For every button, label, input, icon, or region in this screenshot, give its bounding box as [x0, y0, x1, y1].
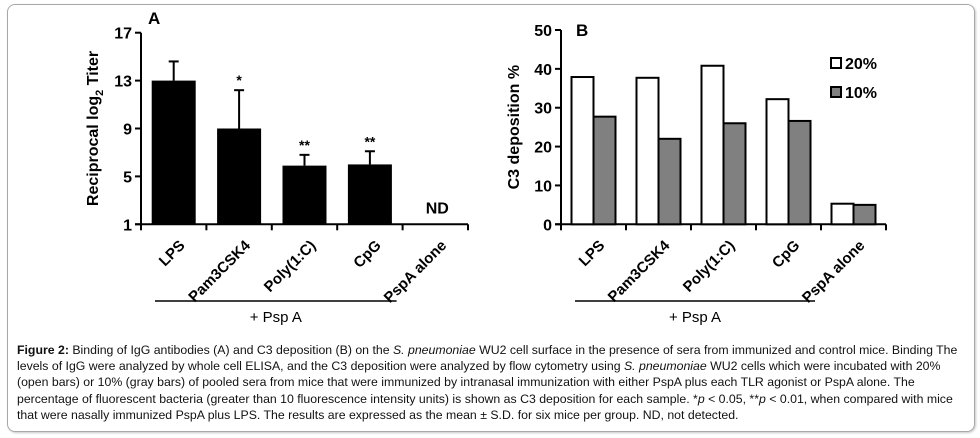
y-tick-label: 9 [123, 122, 132, 139]
y-tick-label: 13 [114, 74, 132, 91]
category-label: LPS [576, 237, 609, 270]
y-tick-label: 40 [534, 62, 552, 79]
caption-italic: S. pneumoniae [623, 359, 707, 374]
category-label: Pam3CSK4 [185, 237, 254, 306]
bar-lps [151, 80, 196, 225]
bar-lps-10pct [592, 115, 617, 226]
y-tick-label: 30 [534, 101, 552, 118]
group-bracket-label: + Psp A [250, 309, 302, 326]
category-label: Poly(1:C) [680, 237, 739, 296]
bar-poly-1-c--20pct [700, 64, 725, 226]
caption-italic: S. pneumoniae [392, 343, 476, 357]
category-label: LPS [156, 237, 189, 270]
y-axis-title-subscript: 2 [94, 90, 106, 96]
y-axis-title: Reciprocal log2 Titer [85, 51, 106, 206]
bar-lps-20pct [570, 76, 595, 226]
caption-segment: WU2 cell surface in the presence of sera… [17, 343, 958, 374]
group-bracket-label: + Psp A [669, 309, 721, 326]
legend-swatch-20pct [830, 57, 842, 69]
bar-pspa-alone-10pct [852, 203, 877, 226]
caption-italic: p [697, 391, 705, 406]
y-tick-label: 1 [123, 217, 132, 234]
y-tick-label: 10 [534, 178, 552, 195]
not-detected-label: ND [426, 200, 449, 217]
category-label: Pam3CSK4 [605, 237, 674, 306]
bar-pam3csk4 [217, 128, 262, 225]
caption-italic: p [759, 391, 766, 406]
bar-poly-1-c--10pct [722, 122, 747, 226]
bar-cpg-20pct [765, 98, 790, 226]
legend-swatch-10pct [830, 86, 842, 98]
y-axis-title-tail: Titer [85, 51, 102, 90]
significance-marker: ** [364, 133, 375, 149]
caption-text: Binding of IgG antibodies (A) and C3 dep… [17, 343, 957, 422]
legend-label: 10% [845, 85, 877, 102]
category-label: PspA alone [381, 237, 450, 306]
y-tick-label: 5 [123, 169, 132, 186]
category-label: CpG [769, 237, 803, 271]
caption-segment: < 0.05, ** [704, 391, 760, 406]
significance-marker: * [236, 72, 242, 88]
y-axis-title: C3 deposition % [506, 65, 523, 189]
legend-label: 20% [845, 56, 877, 73]
panel-label-B: B [576, 21, 588, 40]
y-tick-label: 17 [114, 26, 132, 43]
y-axis-title-main: Reciprocal log [85, 96, 102, 206]
caption-segment: < 0.01, when compared with mice that wer… [17, 391, 953, 422]
bar-cpg-10pct [787, 119, 812, 226]
panel-label-A: A [148, 9, 160, 28]
figure-frame [7, 4, 975, 432]
figure-label: Figure 2: [17, 343, 69, 357]
bar-poly-1-c- [282, 165, 327, 225]
y-tick-label: 20 [534, 140, 552, 157]
caption-segment: Binding of IgG antibodies (A) and C3 dep… [68, 343, 393, 357]
category-label: Poly(1:C) [261, 237, 320, 296]
bar-pam3csk4-10pct [657, 137, 682, 226]
y-tick-label: 50 [534, 23, 552, 40]
bar-pam3csk4-20pct [635, 76, 660, 226]
figure-caption: Figure 2: Binding of IgG antibodies (A) … [17, 342, 972, 423]
bar-cpg [347, 164, 392, 225]
category-label: CpG [350, 237, 384, 271]
y-tick-label: 0 [543, 217, 552, 234]
caption-segment: WU2 cells which were incubated with 20% … [17, 359, 941, 406]
category-label: PspA alone [799, 237, 868, 306]
significance-marker: ** [299, 137, 310, 153]
bar-pspa-alone-20pct [830, 202, 855, 226]
